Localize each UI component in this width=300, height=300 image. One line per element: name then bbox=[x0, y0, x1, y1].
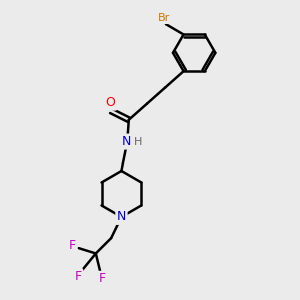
Text: F: F bbox=[75, 270, 82, 283]
Text: N: N bbox=[122, 135, 131, 148]
Text: H: H bbox=[134, 136, 143, 147]
Text: F: F bbox=[69, 239, 76, 252]
Text: N: N bbox=[117, 210, 126, 224]
Text: F: F bbox=[99, 272, 106, 285]
Text: O: O bbox=[106, 96, 116, 109]
Text: Br: Br bbox=[158, 13, 170, 23]
